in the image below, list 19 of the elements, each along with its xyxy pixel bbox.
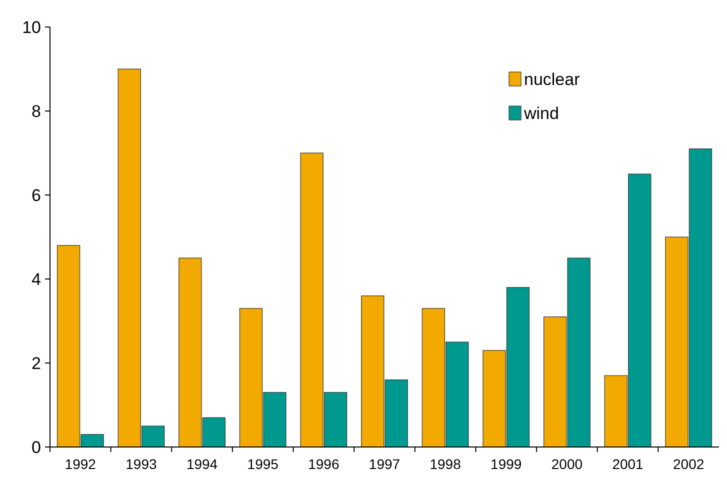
x-tick-label: 1992 [64, 456, 96, 472]
legend-label: nuclear [524, 70, 580, 89]
x-tick-label: 2000 [551, 456, 583, 472]
x-tick-label: 1994 [186, 456, 218, 472]
y-tick-label: 4 [32, 270, 41, 289]
y-tick-label: 8 [32, 102, 41, 121]
x-tick-label: 1999 [490, 456, 522, 472]
x-tick-label: 1998 [430, 456, 462, 472]
y-tick-label: 6 [32, 186, 41, 205]
x-tick-label: 1995 [247, 456, 279, 472]
y-tick-label: 10 [22, 18, 41, 37]
x-tick-label: 1997 [368, 456, 400, 472]
x-tick-label: 1993 [126, 456, 158, 472]
x-tick-label: 1996 [308, 456, 340, 472]
x-tick-label: 2001 [612, 456, 644, 472]
y-tick-label: 0 [32, 438, 41, 457]
y-tick-label: 2 [32, 354, 41, 373]
legend-label: wind [523, 104, 559, 123]
x-tick-label: 2002 [673, 456, 704, 472]
